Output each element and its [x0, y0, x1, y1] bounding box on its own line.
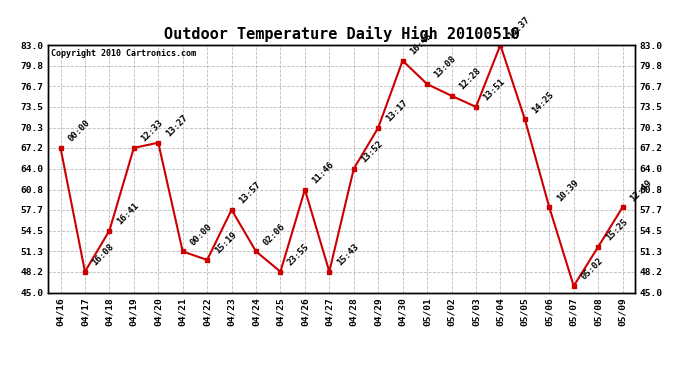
Text: Copyright 2010 Cartronics.com: Copyright 2010 Cartronics.com [51, 49, 196, 58]
Text: 12:28: 12:28 [457, 66, 482, 92]
Text: 14:25: 14:25 [531, 90, 555, 115]
Text: 10:39: 10:39 [555, 178, 580, 203]
Text: 13:17: 13:17 [384, 98, 409, 123]
Text: 00:00: 00:00 [188, 222, 214, 247]
Text: 23:55: 23:55 [286, 242, 311, 267]
Text: 12:49: 12:49 [628, 178, 653, 203]
Text: 13:51: 13:51 [482, 77, 507, 103]
Text: 13:52: 13:52 [359, 139, 385, 165]
Text: 00:00: 00:00 [66, 118, 92, 144]
Text: 16:37: 16:37 [506, 15, 531, 41]
Text: 11:46: 11:46 [310, 160, 336, 185]
Text: 02:06: 02:06 [262, 222, 287, 247]
Text: 12:33: 12:33 [139, 118, 165, 144]
Text: 16:08: 16:08 [90, 242, 116, 267]
Text: 15:43: 15:43 [335, 242, 360, 267]
Text: 13:57: 13:57 [237, 180, 262, 206]
Text: 15:19: 15:19 [213, 230, 238, 256]
Text: 13:27: 13:27 [164, 113, 189, 138]
Text: 05:02: 05:02 [580, 256, 604, 282]
Text: 16:41: 16:41 [115, 201, 140, 226]
Title: Outdoor Temperature Daily High 20100510: Outdoor Temperature Daily High 20100510 [164, 27, 520, 42]
Text: 13:08: 13:08 [433, 54, 458, 80]
Text: 15:25: 15:25 [604, 217, 629, 243]
Text: 16:45: 16:45 [408, 31, 433, 57]
